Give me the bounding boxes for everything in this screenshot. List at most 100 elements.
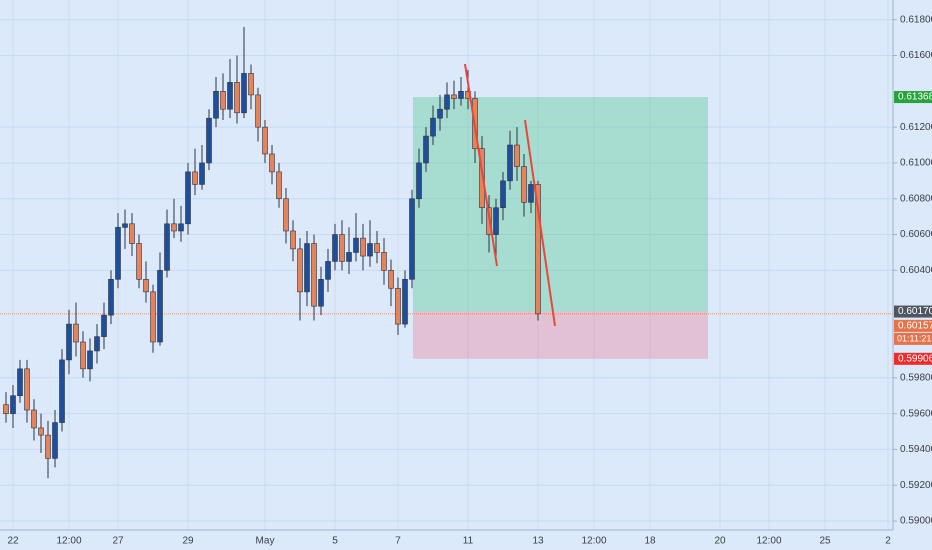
candle-body	[479, 148, 485, 209]
candle-body	[52, 422, 58, 459]
price-label: 0.60170	[898, 306, 932, 317]
trend-lines	[464, 63, 556, 327]
candle-body	[360, 237, 366, 257]
candle-body	[290, 230, 296, 250]
countdown-box	[894, 332, 932, 345]
candle-body	[437, 108, 443, 119]
candle-body	[528, 184, 534, 203]
x-tick-label: 7	[395, 536, 401, 547]
price-label-box	[894, 352, 932, 365]
x-tick-label: 18	[644, 536, 656, 547]
candle-body	[402, 279, 408, 325]
candle-body	[115, 227, 121, 280]
x-tick-label: 5	[332, 536, 338, 547]
x-tick-label: 22	[7, 536, 19, 547]
candle-body	[325, 261, 331, 280]
x-tick-label: 20	[714, 536, 726, 547]
candle-body	[500, 180, 506, 209]
candle-body	[129, 223, 135, 244]
x-tick-label: May	[256, 536, 275, 547]
candle-body	[24, 368, 30, 411]
candle-body	[304, 243, 310, 293]
price-label-box	[894, 319, 932, 332]
candle-body	[269, 153, 275, 173]
candle-body	[185, 171, 191, 225]
candle-body	[262, 126, 268, 155]
candle-body	[297, 248, 303, 293]
candle-body	[318, 279, 324, 307]
candle-body	[101, 314, 107, 337]
candle-body	[122, 223, 128, 228]
x-tick-label: 12:00	[56, 536, 81, 547]
x-tick-label: 27	[112, 536, 124, 547]
candle-body	[164, 223, 170, 271]
candle-body	[283, 198, 289, 232]
candle-body	[3, 404, 9, 414]
candle-body	[206, 117, 212, 164]
candle-body	[234, 82, 240, 114]
price-label-box	[894, 91, 932, 104]
candle-body	[220, 91, 226, 110]
candle-body	[17, 368, 23, 397]
profit-zone	[413, 97, 708, 312]
candle-body	[493, 207, 499, 235]
candle-body	[150, 291, 156, 343]
candle-body	[395, 287, 401, 325]
candle-body	[521, 166, 527, 203]
candle-body	[45, 434, 51, 459]
candle-body	[199, 162, 205, 185]
candle-body	[416, 162, 422, 200]
candle-body	[388, 270, 394, 289]
candle-body	[444, 94, 450, 110]
countdown-label: 01:11:21	[897, 333, 931, 343]
candle-body	[94, 336, 100, 352]
candle-body	[80, 341, 86, 370]
x-tick-label: 12:00	[756, 536, 781, 547]
candle-body	[171, 223, 177, 232]
trend-line	[524, 119, 556, 327]
candle-body	[31, 409, 37, 429]
candle-body	[157, 270, 163, 343]
x-tick-label: 2	[885, 536, 891, 547]
candle-body	[374, 243, 380, 253]
candle-body	[227, 82, 233, 110]
candle-body	[346, 252, 352, 262]
candle-body	[381, 252, 387, 271]
candle-body	[458, 91, 464, 99]
candle-body	[241, 73, 247, 114]
price-label: 0.61368	[898, 92, 932, 103]
candle-body	[353, 237, 359, 253]
candle-body	[248, 73, 254, 96]
candle-body	[136, 243, 142, 280]
candle-body	[213, 91, 219, 119]
candle-body	[143, 279, 149, 293]
candle-body	[192, 171, 198, 185]
candle-body	[332, 234, 338, 262]
candle-body	[339, 234, 345, 262]
price-label: 0.60157	[898, 321, 932, 332]
candle-body	[514, 144, 520, 167]
price-label: 0.59906	[898, 353, 932, 364]
candle-body	[87, 350, 93, 370]
candle-body	[276, 171, 282, 200]
candle-body	[409, 198, 415, 280]
y-tick-label: 0.59000	[900, 516, 932, 527]
candle-body	[66, 323, 72, 361]
candle-body	[255, 94, 261, 128]
candle-body	[367, 243, 373, 257]
candle-body	[507, 144, 513, 182]
candle-body	[59, 359, 65, 423]
candle-body	[10, 395, 16, 414]
